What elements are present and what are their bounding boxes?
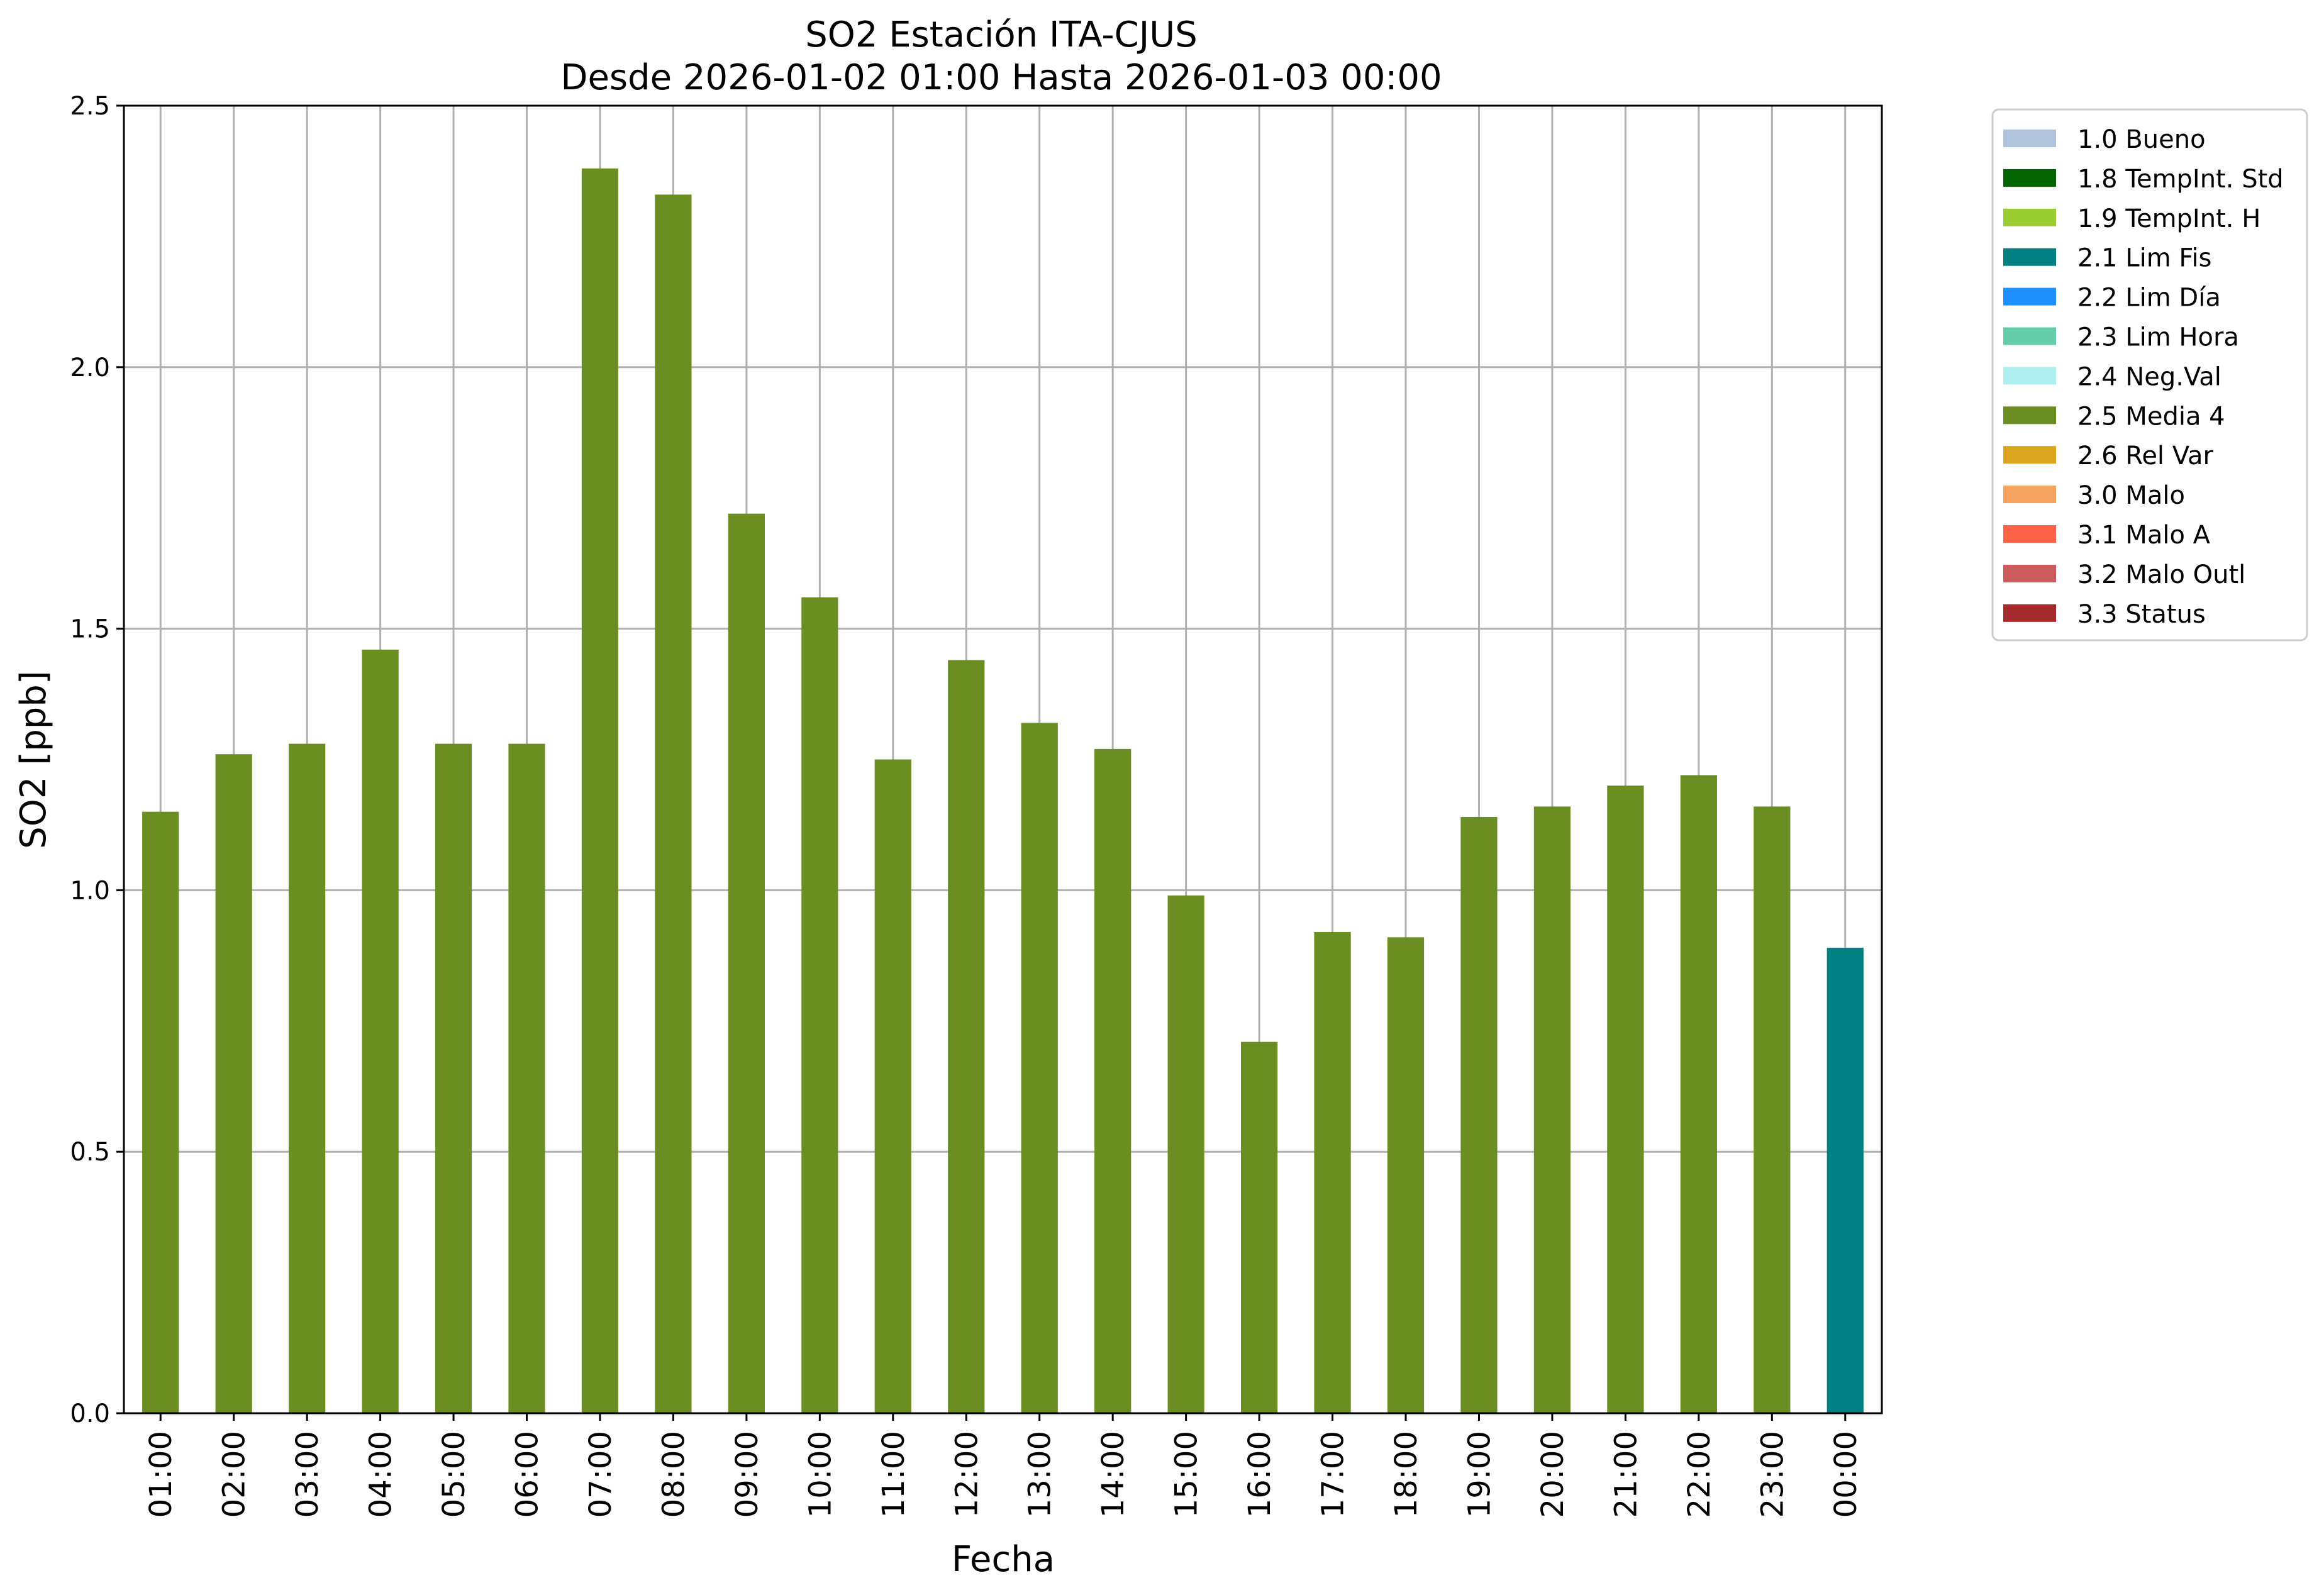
bar-04:00 <box>362 649 399 1413</box>
x-tick-label: 07:00 <box>583 1431 618 1518</box>
bar-19:00 <box>1460 816 1498 1413</box>
x-tick-label: 21:00 <box>1608 1431 1643 1518</box>
legend-entry: 3.0 Malo <box>2077 481 2185 510</box>
bar-06:00 <box>508 743 545 1413</box>
bar-12:00 <box>948 660 985 1413</box>
bars-layer <box>142 168 1864 1414</box>
bar-11:00 <box>874 759 911 1413</box>
chart-title-line1: SO2 Estación ITA-CJUS <box>805 14 1198 55</box>
legend-swatch <box>2003 367 2056 385</box>
bar-20:00 <box>1533 806 1571 1413</box>
x-tick-label: 20:00 <box>1535 1431 1571 1518</box>
bar-10:00 <box>801 597 838 1413</box>
bar-02:00 <box>215 754 252 1413</box>
x-tick-label: 04:00 <box>364 1431 399 1518</box>
y-tick-label: 1.0 <box>70 876 110 905</box>
legend: 1.0 Bueno 1.8 TempInt. Std 1.9 TempInt. H 2… <box>1991 108 2308 642</box>
plot-frame <box>123 104 1883 1414</box>
y-axis-label: SO2 [ppb] <box>13 670 54 848</box>
legend-entry: 1.8 TempInt. Std <box>2077 165 2284 194</box>
bar-01:00 <box>142 811 179 1413</box>
x-tick-label: 05:00 <box>436 1431 472 1518</box>
legend-swatch <box>2003 525 2056 543</box>
x-tick-label: 02:00 <box>217 1431 252 1518</box>
bar-22:00 <box>1680 775 1717 1413</box>
legend-swatch <box>2003 208 2056 226</box>
bar-00:00 <box>1826 947 1864 1413</box>
x-axis-label: Fecha <box>952 1539 1055 1580</box>
legend-swatch <box>2003 564 2056 582</box>
legend-swatch <box>2003 446 2056 464</box>
x-tick-label: 01:00 <box>143 1431 179 1518</box>
x-tick-label: 11:00 <box>876 1431 911 1518</box>
x-tick-label: 13:00 <box>1023 1431 1058 1518</box>
bar-08:00 <box>655 194 692 1413</box>
legend-swatch <box>2003 287 2056 306</box>
bar-16:00 <box>1240 1042 1278 1413</box>
bar-14:00 <box>1094 748 1131 1413</box>
bar-09:00 <box>728 513 765 1414</box>
legend-entry: 3.1 Malo A <box>2077 521 2211 550</box>
x-tick-label: 09:00 <box>730 1431 765 1518</box>
y-tick-label: 0.0 <box>70 1399 110 1428</box>
x-tick-label: 16:00 <box>1242 1431 1277 1518</box>
x-tick-label: 22:00 <box>1682 1431 1717 1518</box>
legend-entry: 1.0 Bueno <box>2077 125 2206 154</box>
x-tick-label: 12:00 <box>949 1431 984 1518</box>
x-tick-label: 03:00 <box>290 1431 325 1518</box>
bar-13:00 <box>1021 723 1058 1413</box>
legend-entry: 2.6 Rel Var <box>2077 442 2214 470</box>
legend-entry: 2.2 Lim Día <box>2077 284 2221 313</box>
bar-23:00 <box>1754 806 1791 1413</box>
bar-07:00 <box>581 168 619 1413</box>
legend-entry: 2.1 Lim Fis <box>2077 244 2211 273</box>
bar-21:00 <box>1607 786 1644 1413</box>
legend-swatch <box>2003 248 2056 266</box>
legend-swatch <box>2003 486 2056 504</box>
bar-18:00 <box>1387 937 1425 1413</box>
legend-swatch <box>2003 327 2056 345</box>
chart-title-line2: Desde 2026-01-02 01:00 Hasta 2026-01-03 … <box>560 57 1442 98</box>
x-tick-label: 15:00 <box>1169 1431 1204 1518</box>
legend-entry: 3.3 Status <box>2077 600 2206 629</box>
y-ticks: 0.0 0.5 1.0 1.5 2.0 2.5 <box>70 92 124 1428</box>
x-tick-label: 23:00 <box>1755 1431 1790 1518</box>
y-tick-label: 2.5 <box>70 92 110 121</box>
y-tick-label: 2.0 <box>70 353 110 382</box>
legend-entry: 2.5 Media 4 <box>2077 402 2225 431</box>
legend-swatch <box>2003 604 2056 622</box>
y-tick-label: 1.5 <box>70 615 110 644</box>
legend-swatch <box>2003 406 2056 425</box>
legend-frame <box>1991 108 2308 642</box>
legend-entry: 2.4 Neg.Val <box>2077 362 2221 391</box>
bar-05:00 <box>435 743 472 1413</box>
bar-03:00 <box>289 743 326 1413</box>
x-tick-label: 08:00 <box>656 1431 691 1518</box>
legend-entry: 1.9 TempInt. H <box>2077 204 2260 233</box>
x-tick-label: 14:00 <box>1096 1431 1131 1518</box>
legend-swatch <box>2003 169 2056 187</box>
x-tick-label: 00:00 <box>1828 1431 1864 1518</box>
bar-15:00 <box>1167 895 1204 1413</box>
y-tick-label: 0.5 <box>70 1138 110 1167</box>
bar-17:00 <box>1314 931 1351 1413</box>
legend-entry: 3.2 Malo Outl <box>2077 560 2245 589</box>
x-tick-label: 10:00 <box>803 1431 838 1518</box>
x-tick-label: 17:00 <box>1316 1431 1351 1518</box>
x-tick-label: 06:00 <box>510 1431 545 1518</box>
x-ticks: 01:00 02:00 03:00 04:00 05:00 06:00 07:00 08:00… <box>143 1413 1864 1518</box>
legend-entry: 2.3 Lim Hora <box>2077 323 2239 352</box>
x-tick-label: 18:00 <box>1389 1431 1424 1518</box>
x-tick-label: 19:00 <box>1462 1431 1497 1518</box>
legend-swatch <box>2003 130 2056 147</box>
